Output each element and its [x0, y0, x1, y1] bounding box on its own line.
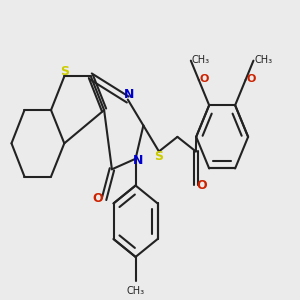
Text: N: N [124, 88, 134, 101]
Text: O: O [247, 74, 256, 84]
Text: CH₃: CH₃ [127, 286, 145, 296]
Text: CH₃: CH₃ [254, 55, 272, 65]
Text: S: S [60, 65, 69, 78]
Text: O: O [200, 74, 209, 84]
Text: O: O [196, 179, 207, 192]
Text: CH₃: CH₃ [191, 55, 209, 65]
Text: N: N [133, 154, 144, 167]
Text: S: S [154, 150, 164, 163]
Text: O: O [92, 192, 103, 206]
